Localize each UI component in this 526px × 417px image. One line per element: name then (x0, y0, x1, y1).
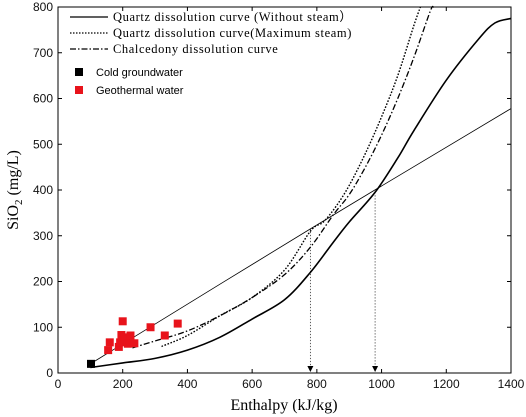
x-tick-label: 600 (242, 377, 262, 391)
geothermal-water-point (121, 335, 130, 344)
legend-label-geothermal-water: Geothermal water (96, 85, 184, 97)
y-axis-title: SiO2 (mg/L) (5, 150, 25, 230)
quartz-maximum-steam-curve (161, 6, 422, 348)
guide-arrow (307, 366, 314, 372)
y-axis-title-unit: (mg/L) (5, 150, 22, 199)
y-tick-label: 100 (33, 320, 53, 334)
geothermal-water-point (130, 339, 139, 348)
y-tick-label: 800 (33, 0, 53, 14)
x-tick-label: 200 (113, 377, 133, 391)
x-tick-label: 1400 (498, 377, 525, 391)
legend-label-quartz-without-steam: Quartz dissolution curve (Without steam） (113, 10, 352, 24)
geothermal-water-point (105, 338, 114, 347)
mixing-line (90, 108, 512, 365)
y-tick-label: 500 (33, 137, 53, 151)
y-tick-label: 200 (33, 275, 53, 289)
data-markers (87, 317, 182, 368)
y-axis-title-sub: 2 (13, 199, 25, 205)
legend-label-chalcedony: Chalcedony dissolution curve (113, 42, 278, 56)
y-tick-label: 400 (33, 183, 53, 197)
guide-lines (307, 192, 379, 372)
legend-label-quartz-maximum-steam: Quartz dissolution curve(Maximum steam) (113, 26, 352, 40)
y-tick-label: 700 (33, 46, 53, 60)
geothermal-water-point (104, 346, 113, 355)
y-axis-title-main: SiO (5, 205, 22, 230)
y-tick-label: 0 (46, 366, 53, 380)
geothermal-water-point (160, 331, 169, 340)
x-tick-label: 1000 (368, 377, 395, 391)
legend-marker-geothermal-water (75, 86, 83, 94)
geothermal-water-point (173, 319, 182, 328)
geothermal-water-point (146, 323, 155, 332)
geothermal-water-point (123, 339, 132, 348)
x-tick-label: 0 (55, 377, 62, 391)
legend-marker-cold-groundwater (75, 68, 83, 76)
series-lines (90, 5, 512, 369)
geothermal-water-point (126, 331, 135, 340)
quartz-without-steam-curve (90, 17, 512, 369)
x-axis-title: Enthalpy (kJ/kg) (230, 397, 337, 414)
axis-ticks: 0 200 400 600 800 1000 1200 1400 0 100 200 300 400 50… (33, 0, 525, 391)
geothermal-water-point (116, 338, 125, 347)
cold-groundwater-point (87, 359, 96, 368)
geothermal-water-point (118, 317, 127, 326)
legend: Quartz dissolution curve (Without steam）… (70, 10, 352, 97)
guide-arrow (372, 366, 379, 372)
x-tick-label: 800 (307, 377, 327, 391)
geothermal-water-point (114, 342, 123, 351)
x-tick-label: 1200 (433, 377, 460, 391)
y-tick-label: 600 (33, 92, 53, 106)
x-tick-label: 400 (177, 377, 197, 391)
y-tick-label: 300 (33, 229, 53, 243)
chalcedony-curve (132, 5, 434, 349)
legend-label-cold-groundwater: Cold groundwater (96, 67, 183, 79)
